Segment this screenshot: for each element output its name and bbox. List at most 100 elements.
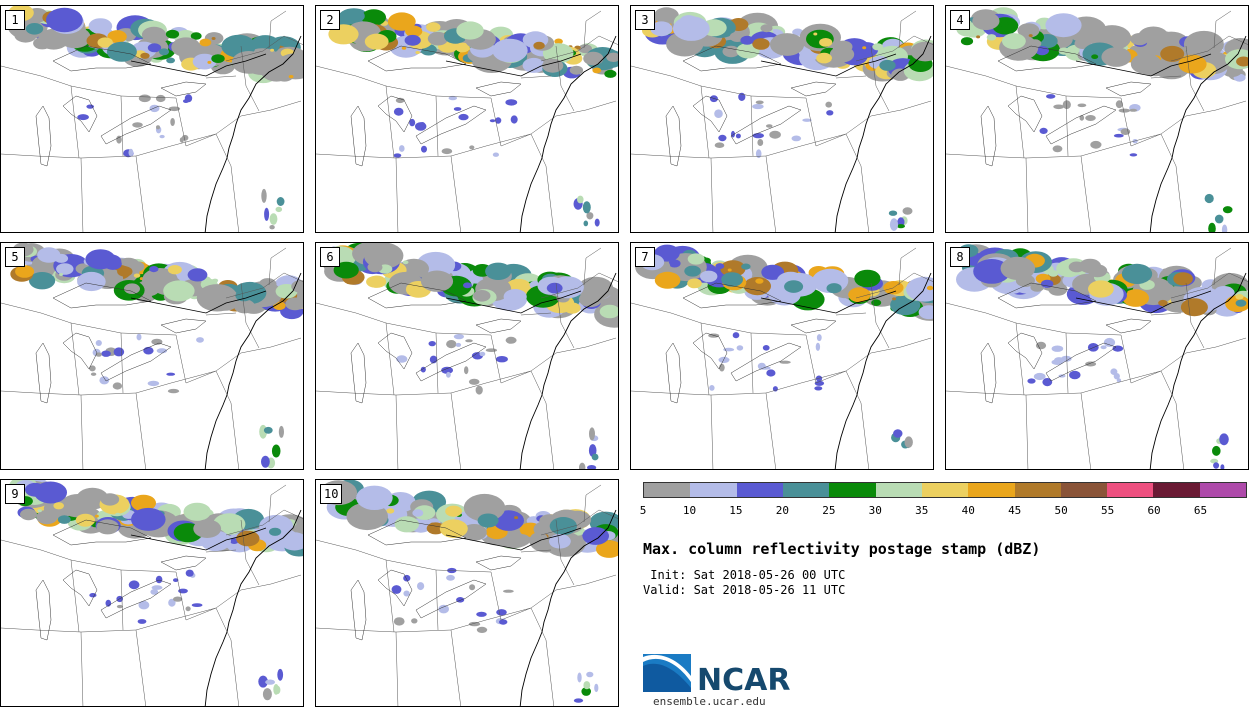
reflectivity-cell	[1058, 47, 1070, 55]
reflectivity-cell	[1053, 104, 1065, 110]
reflectivity-cell	[599, 304, 618, 319]
reflectivity-cell	[802, 118, 812, 122]
reflectivity-cell	[1118, 108, 1131, 113]
political-borders	[946, 10, 1248, 232]
reflectivity-cell	[1220, 464, 1225, 469]
lake-outline	[475, 318, 522, 334]
reflectivity-cell	[396, 355, 408, 363]
reflectivity-cell	[124, 283, 140, 294]
reflectivity-cell	[700, 270, 718, 283]
reflectivity-cell	[960, 37, 974, 46]
reflectivity-cell	[825, 101, 832, 108]
reflectivity-cell	[718, 134, 727, 142]
reflectivity-cell	[1103, 337, 1116, 347]
reflectivity-cell	[178, 588, 188, 594]
lake-outline	[35, 579, 52, 641]
reflectivity-cell	[288, 75, 294, 79]
lake-outline	[790, 318, 837, 334]
colorbar-tick-label: 35	[915, 504, 929, 517]
reflectivity-cell	[1214, 214, 1224, 224]
postage-stamp-panel: 6	[315, 242, 619, 470]
reflectivity-cell	[453, 334, 464, 340]
reflectivity-cell	[533, 41, 545, 50]
colorbar-segment	[1014, 483, 1061, 497]
reflectivity-cell	[421, 145, 427, 153]
reflectivity-cell	[90, 372, 97, 376]
reflectivity-cell	[77, 114, 89, 121]
reflectivity-cell	[149, 104, 160, 113]
reflectivity-cell	[94, 514, 99, 518]
reflectivity-cell	[586, 671, 594, 678]
reflectivity-cell	[826, 110, 834, 116]
reflectivity-cell	[672, 16, 710, 41]
reflectivity-cell	[269, 527, 282, 536]
reflectivity-cell	[653, 7, 679, 25]
reflectivity-cell	[403, 590, 410, 597]
reflectivity-cell	[469, 584, 476, 591]
reflectivity-cell	[1033, 372, 1046, 381]
reflectivity-cell	[190, 32, 202, 40]
reflectivity-cell	[166, 372, 176, 376]
reflectivity-cell	[833, 40, 853, 53]
reflectivity-cell	[475, 385, 483, 395]
reflectivity-cell	[1091, 54, 1099, 59]
reflectivity-cell	[862, 46, 867, 50]
reflectivity-cell	[784, 280, 804, 293]
reflectivity-cell	[496, 609, 507, 616]
reflectivity-cell	[573, 698, 584, 703]
panel-label: 7	[635, 247, 655, 267]
reflectivity-cell	[1116, 378, 1122, 383]
colorbar-segment	[1107, 483, 1154, 497]
reflectivity-cell	[46, 7, 83, 33]
reflectivity-cell	[1130, 33, 1149, 46]
lake-outline	[415, 342, 487, 382]
reflectivity-cell	[721, 272, 743, 287]
reflectivity-cell	[1121, 263, 1153, 284]
lake-outline	[1045, 342, 1117, 382]
reflectivity-cell	[855, 42, 879, 58]
panel-label: 10	[320, 484, 343, 504]
reflectivity-cell	[1113, 133, 1124, 138]
map-panel	[1, 243, 303, 469]
reflectivity-cell	[1085, 361, 1097, 367]
postage-stamp-panel: 8	[945, 242, 1249, 470]
reflectivity-cell	[586, 212, 594, 220]
reflectivity-cell	[1178, 54, 1207, 74]
colorbar-segment	[1199, 483, 1247, 497]
reflectivity-cell	[149, 266, 159, 273]
reflectivity-cell	[755, 149, 762, 159]
postage-stamp-panel: 1	[0, 5, 304, 233]
reflectivity-cell	[1101, 47, 1132, 67]
political-borders	[1, 484, 303, 706]
lake-outline	[350, 579, 367, 641]
reflectivity-cell	[594, 218, 600, 227]
lake-outline	[35, 342, 52, 404]
reflectivity-cell	[499, 619, 508, 625]
reflectivity-cell	[1058, 374, 1066, 378]
reflectivity-cell	[191, 603, 203, 607]
reflectivity-cell	[522, 57, 545, 73]
reflectivity-cell	[606, 52, 618, 62]
political-borders	[316, 247, 618, 469]
reflectivity-cell	[265, 679, 275, 685]
lake-outline	[730, 342, 802, 382]
reflectivity-cell	[738, 92, 746, 101]
reflectivity-cell	[879, 59, 896, 71]
reflectivity-cell	[271, 444, 281, 458]
reflectivity-cell	[1062, 100, 1071, 110]
reflectivity-cell	[727, 268, 732, 272]
reflectivity-cell	[158, 48, 170, 56]
st-lawrence-river	[130, 53, 267, 77]
reflectivity-cell	[904, 436, 913, 448]
colorbar-tick-label: 30	[868, 504, 882, 517]
reflectivity-cell	[439, 519, 468, 538]
reflectivity-cell	[732, 332, 740, 339]
reflectivity-cell	[155, 575, 163, 584]
lake-outline	[52, 282, 152, 309]
reflectivity-cell	[132, 122, 143, 128]
st-lawrence-river	[1075, 290, 1212, 314]
reflectivity-cell	[1077, 103, 1087, 108]
reflectivity-cell	[236, 530, 260, 547]
reflectivity-cell	[156, 125, 160, 130]
reflectivity-cell	[816, 334, 822, 342]
